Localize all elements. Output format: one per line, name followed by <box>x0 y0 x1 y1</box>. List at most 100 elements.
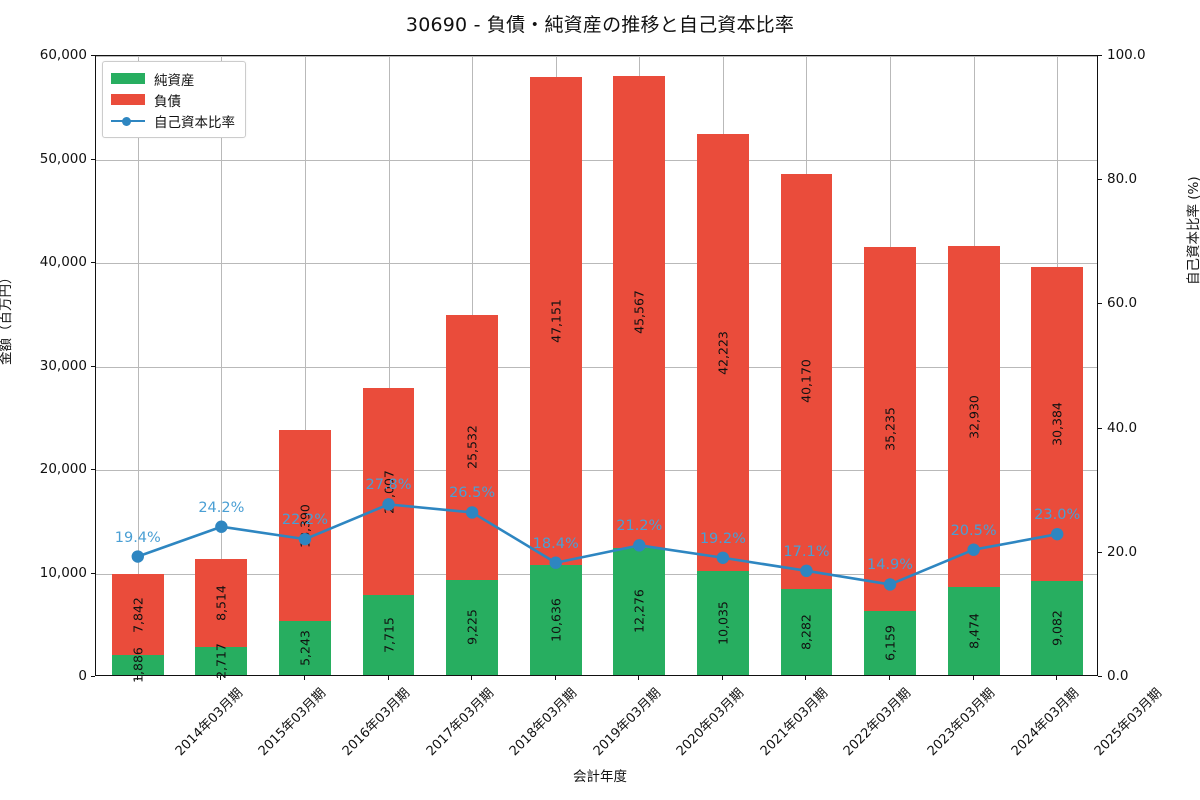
y-axis-left-tick-label: 0 <box>78 668 87 684</box>
x-axis-tick-label: 2019年03月期 <box>590 685 664 760</box>
ratio-data-label: 14.9% <box>866 557 914 574</box>
legend-label-ratio: 自己資本比率 <box>154 114 235 131</box>
legend-swatch-equity <box>111 73 145 84</box>
ratio-data-label: 22.2% <box>281 512 328 529</box>
legend-swatch-ratio <box>111 115 145 126</box>
bar-group[interactable]: 5,243 18,390 <box>279 430 331 675</box>
bar-segment-equity[interactable] <box>864 611 916 675</box>
y-axis-right-tick-mark <box>1098 179 1102 181</box>
bar-segment-equity[interactable] <box>195 646 248 675</box>
bar-segment-debt[interactable] <box>111 574 164 656</box>
x-axis-tick-label: 2020年03月期 <box>674 685 748 760</box>
bar-segment-equity[interactable] <box>362 595 415 675</box>
bar-segment-equity[interactable] <box>947 587 1000 675</box>
x-axis-tick-mark <box>1056 676 1058 680</box>
bar-segment-equity[interactable] <box>613 547 666 675</box>
y-axis-left-tick-mark <box>91 365 95 367</box>
bar-segment-equity[interactable] <box>696 571 749 675</box>
legend-label-debt: 負債 <box>154 93 181 110</box>
y-axis-right-tick-mark <box>1098 303 1102 305</box>
bar-segment-equity[interactable] <box>111 655 164 675</box>
y-axis-left-tick-mark <box>91 469 95 470</box>
bar-segment-equity[interactable] <box>529 564 582 675</box>
gridline-vertical <box>304 56 306 675</box>
gridline-horizontal <box>96 573 1097 575</box>
bar-segment-equity[interactable] <box>446 579 499 675</box>
ratio-line-marker[interactable] <box>967 543 980 556</box>
gridline-horizontal <box>96 366 1097 368</box>
x-axis-tick-label: 2022年03月期 <box>841 685 915 760</box>
bar-segment-debt[interactable] <box>279 430 331 621</box>
bar-group[interactable]: 1,886 7,842 <box>111 574 164 683</box>
y-axis-right-tick-label: 60.0 <box>1107 295 1138 312</box>
ratio-line-marker[interactable] <box>131 550 144 563</box>
y-axis-right-tick-label: 0.0 <box>1107 668 1129 684</box>
bar-group[interactable]: 10,035 42,223 <box>696 134 749 675</box>
ratio-line-path <box>136 503 1059 586</box>
y-axis-right-tick-label: 100.0 <box>1107 47 1146 63</box>
ratio-line-marker[interactable] <box>633 539 646 552</box>
ratio-line-marker[interactable] <box>549 556 562 569</box>
y-axis-left-tick-mark <box>91 572 95 574</box>
bar-group[interactable]: 9,225 25,532 <box>446 315 499 675</box>
x-axis-tick-mark <box>721 676 723 680</box>
x-axis-tick-mark <box>972 676 974 680</box>
ratio-line-marker[interactable] <box>800 564 813 578</box>
ratio-line-marker[interactable] <box>883 578 897 591</box>
ratio-line-marker[interactable] <box>465 506 479 519</box>
ratio-data-label: 23.0% <box>1034 507 1081 524</box>
bar-segment-equity[interactable] <box>780 589 833 675</box>
ratio-line-marker[interactable] <box>382 498 395 511</box>
y-axis-left-tick-label: 50,000 <box>39 150 87 167</box>
bar-group[interactable]: 8,282 40,170 <box>780 173 833 675</box>
y-axis-right-label: 自己資本比率 (%) <box>1186 176 1200 285</box>
bar-segment-debt[interactable] <box>780 173 833 590</box>
bar-segment-debt[interactable] <box>529 76 582 565</box>
ratio-line-marker[interactable] <box>298 532 312 546</box>
ratio-data-label: 21.2% <box>616 518 663 535</box>
ratio-data-label: 19.4% <box>114 529 161 546</box>
bar-segment-equity[interactable] <box>279 620 331 675</box>
x-axis-tick-label: 2021年03月期 <box>757 685 831 760</box>
ratio-line-marker[interactable] <box>215 520 228 533</box>
bar-group[interactable]: 12,276 45,567 <box>613 76 666 675</box>
y-axis-right-tick-label: 20.0 <box>1107 543 1138 560</box>
bar-segment-debt[interactable] <box>362 388 415 596</box>
gridline-vertical <box>137 56 139 675</box>
chart-legend: 純資産 負債 自己資本比率 <box>102 61 246 138</box>
bar-group[interactable]: 6,159 35,235 <box>864 246 916 675</box>
bar-group[interactable]: 2,717 8,514 <box>195 558 248 679</box>
bar-group[interactable]: 8,474 32,930 <box>947 246 1000 675</box>
ratio-line-marker[interactable] <box>716 551 730 564</box>
x-axis-tick-label: 2023年03月期 <box>924 685 999 760</box>
gridline-horizontal <box>96 263 1097 264</box>
x-axis-tick-mark <box>554 676 556 680</box>
bar-group[interactable]: 10,636 47,151 <box>529 76 582 675</box>
ratio-data-label: 20.5% <box>950 522 997 539</box>
bar-segment-debt[interactable] <box>696 134 749 572</box>
plot-area: 1,886 7,842 2,717 8,514 5,243 18,390 7,715 20,0… <box>95 55 1098 683</box>
x-axis-tick-label: 2015年03月期 <box>256 685 330 760</box>
legend-item-debt: 負債 <box>111 89 235 110</box>
legend-swatch-debt <box>111 94 145 105</box>
bar-segment-debt[interactable] <box>446 315 499 580</box>
bar-segment-debt[interactable] <box>195 558 248 647</box>
bar-segment-debt[interactable] <box>947 246 1000 588</box>
bar-segment-equity[interactable] <box>1031 581 1084 675</box>
gridline-vertical <box>221 56 223 675</box>
bar-segment-debt[interactable] <box>613 76 666 548</box>
y-axis-left-tick-label: 20,000 <box>39 461 87 477</box>
gridline-vertical <box>388 56 390 675</box>
x-axis-tick-label: 2017年03月期 <box>423 685 497 760</box>
bar-segment-debt[interactable] <box>864 246 916 612</box>
bar-group[interactable]: 7,715 20,007 <box>362 388 415 675</box>
ratio-line-marker[interactable] <box>1051 527 1064 541</box>
x-axis-tick-label: 2014年03月期 <box>172 685 246 760</box>
ratio-line-series <box>131 498 1064 591</box>
y-axis-left-tick-mark <box>91 55 95 56</box>
x-axis-tick-label: 2025年03月期 <box>1091 685 1166 760</box>
ratio-data-label: 26.5% <box>449 485 496 502</box>
gridline-horizontal <box>96 56 1097 57</box>
y-axis-left-tick-label: 60,000 <box>39 47 87 63</box>
ratio-data-label: 19.2% <box>699 530 746 547</box>
